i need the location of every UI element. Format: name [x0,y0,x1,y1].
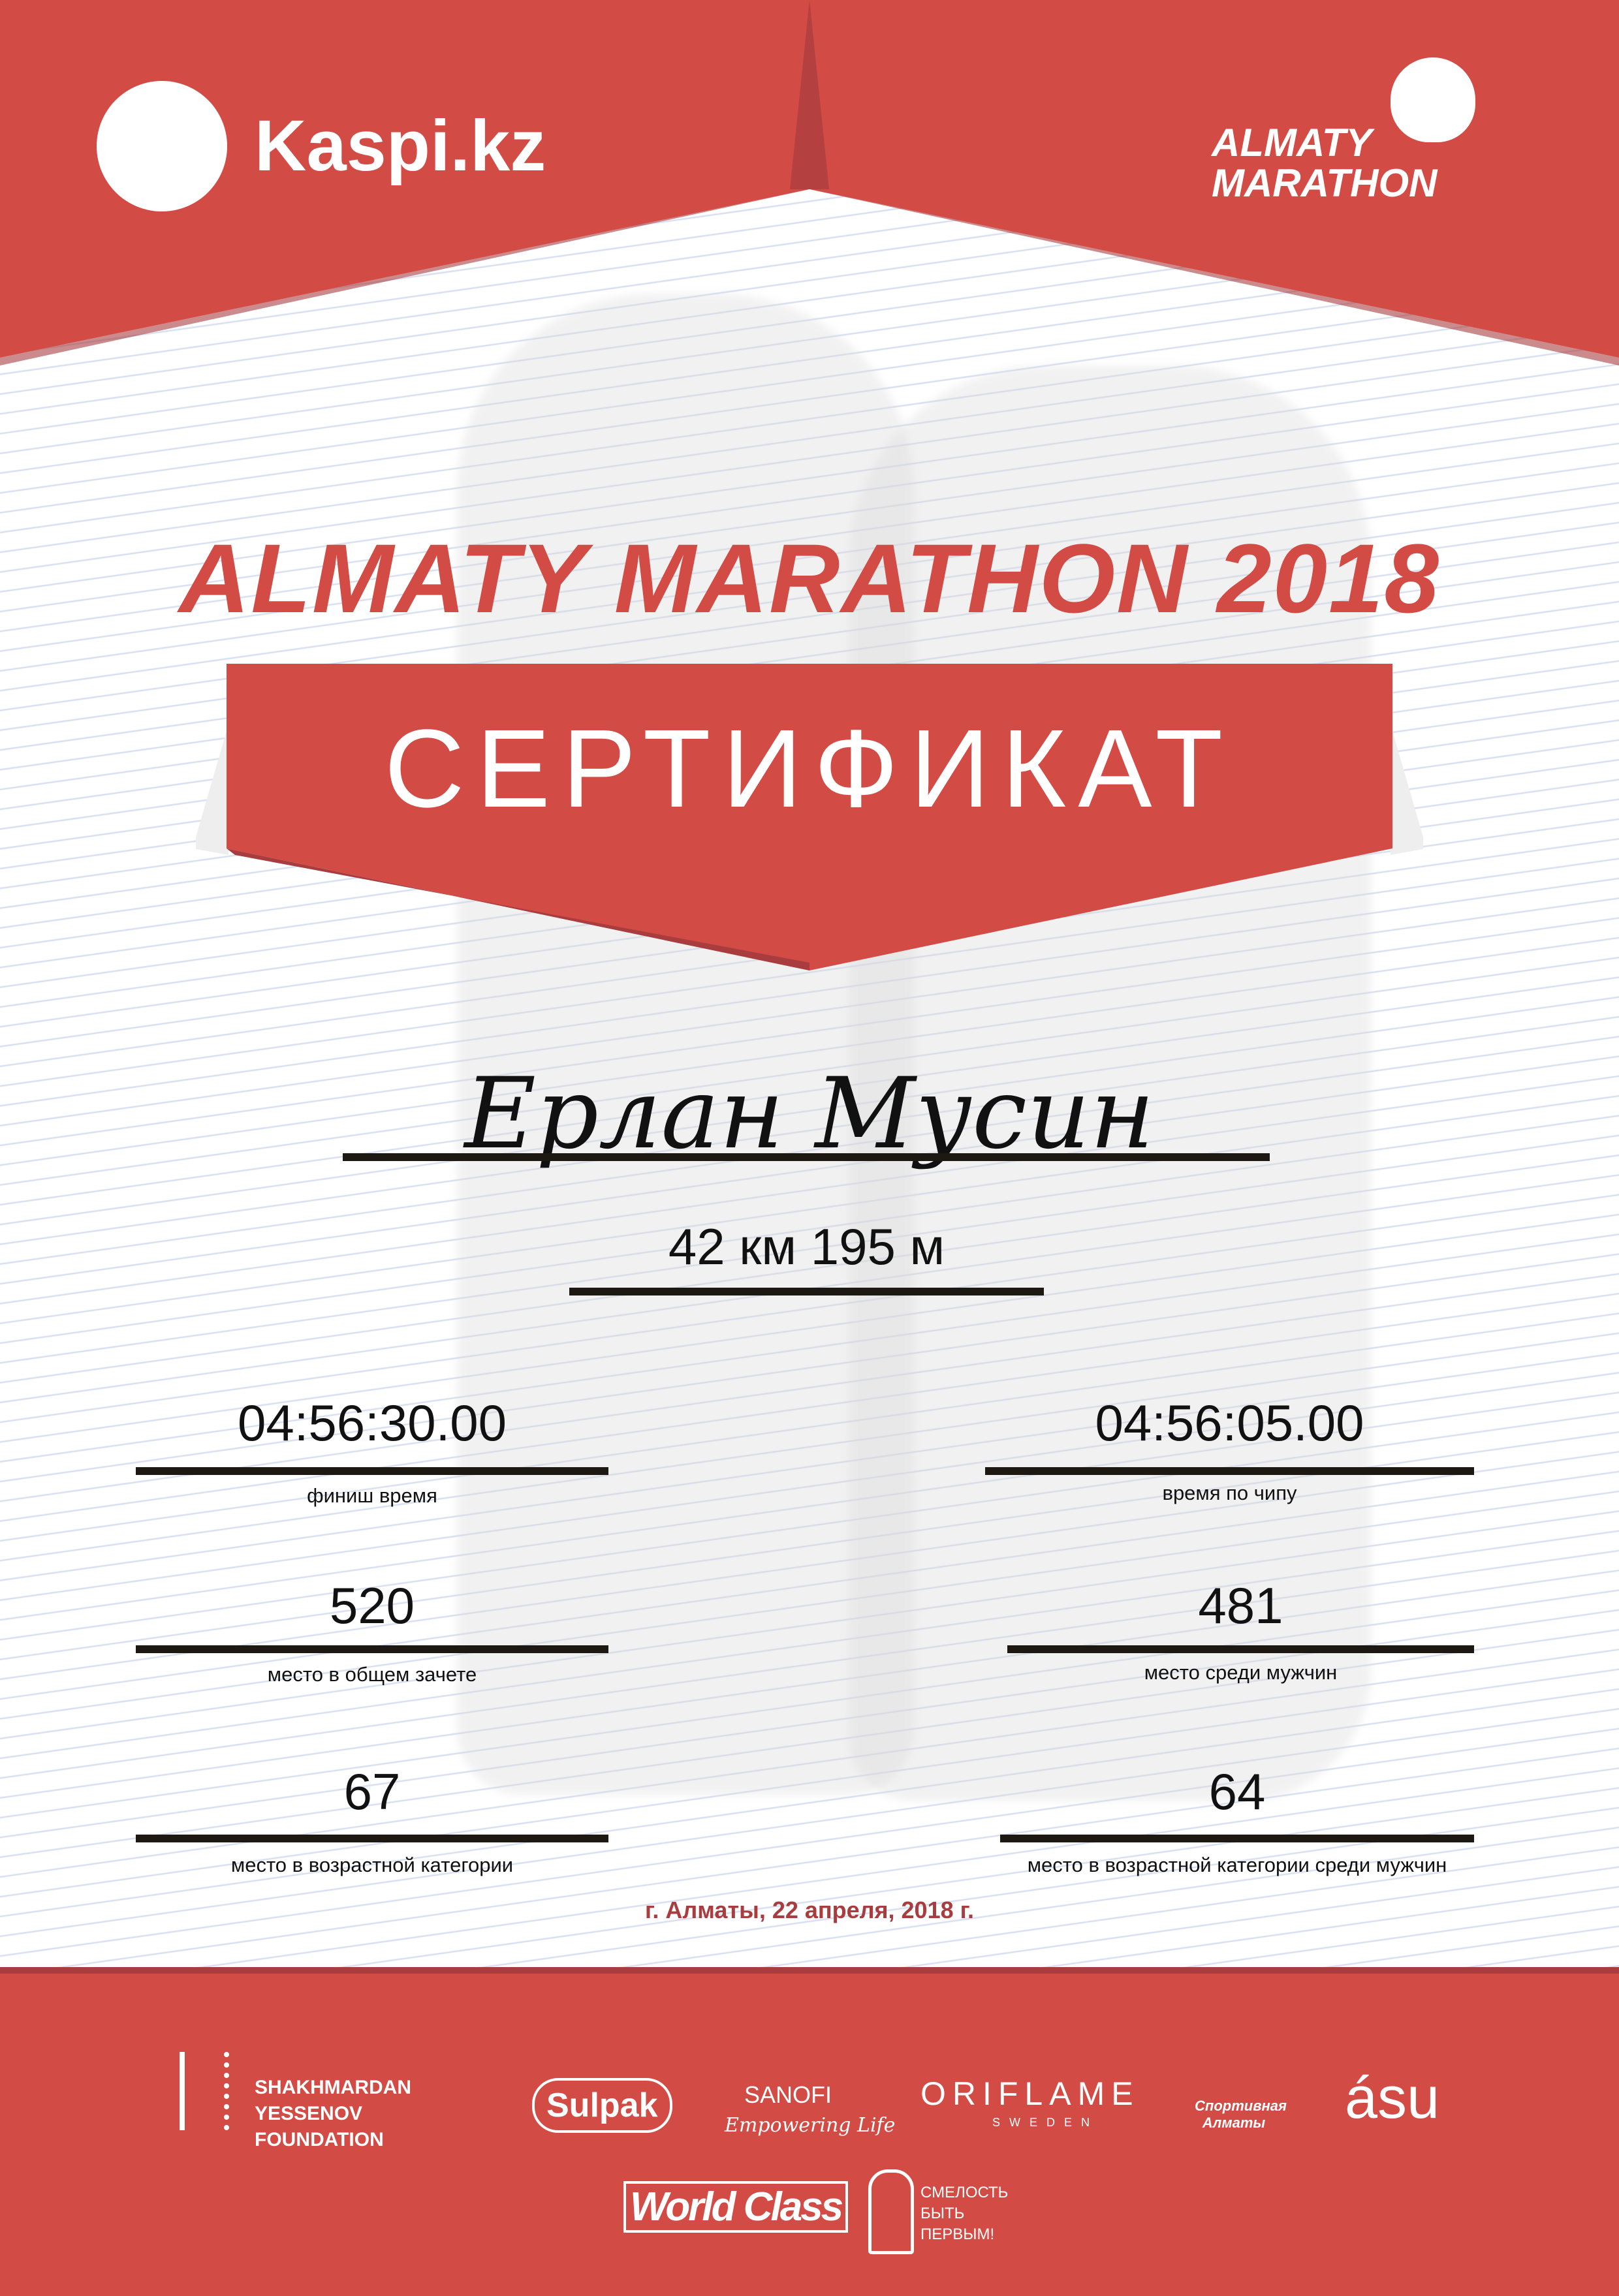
oriflame-sub: SWEDEN [992,2116,1099,2129]
issue-date: г. Алматы, 22 апреля, 2018 г. [645,1897,974,1923]
certificate-banner: СЕРТИФИКАТ [196,659,1423,985]
finish-time-label: финиш время [307,1484,437,1507]
yessenov-logo [180,2052,229,2130]
runner-photo-man [457,294,914,1795]
runner-icon [1391,57,1475,142]
age-category-place-label: место в возрастной категории [230,1854,514,1876]
kaspi-logo: Kaspi.kz [255,106,546,186]
name-underline [343,1153,1270,1161]
asu-logo: ásu [1345,2066,1440,2131]
almaty-marathon-logo-text: ALMATY MARATHON [1212,121,1438,205]
age-category-men-place: 64 [1208,1763,1266,1820]
chip-time: 04:56:05.00 [1095,1394,1364,1451]
sanofi-logo: SANOFI [744,2081,832,2108]
sulpak-logo: Sulpak [532,2078,672,2133]
divider [1000,1835,1474,1842]
courage-fund-logo: СМЕЛОСТЬ БЫТЬ ПЕРВЫМ! [920,2184,1009,2243]
participant-name: Ерлан Мусин [464,1057,1155,1171]
certificate-heading: СЕРТИФИКАТ [384,707,1235,831]
overall-place-label: место в общем зачете [267,1663,477,1686]
chip-time-label: время по чипу [1162,1482,1297,1504]
header-band [0,0,1619,365]
distance-underline [569,1288,1044,1295]
runner-photo-woman [849,365,1371,1801]
finish-time: 04:56:30.00 [237,1394,507,1451]
divider [1007,1645,1474,1653]
divider [136,1835,608,1842]
age-category-place: 67 [343,1763,401,1820]
sponsors-footer: SHAKHMARDAN YESSENOV FOUNDATION Sulpak S… [0,1967,1619,2296]
distance: 42 км 195 м [668,1218,945,1275]
sanofi-tagline: Empowering Life [725,2114,896,2137]
yessenov-foundation-logo: SHAKHMARDAN YESSENOV FOUNDATION [255,2077,411,2150]
kaspi-logo-icon [97,81,227,211]
overall-place: 520 [329,1577,415,1634]
men-place-label: место среди мужчин [1144,1661,1338,1684]
divider [136,1467,608,1475]
oriflame-logo: ORIFLAME [920,2075,1140,2112]
age-category-men-place-label: место в возрастной категории среди мужчи… [1027,1854,1447,1876]
divider [136,1645,608,1653]
event-title: ALMATY MARATHON 2018 [179,523,1440,633]
divider [985,1467,1474,1475]
worldclass-logo: World Class [623,2181,849,2233]
almaty-marathon-logo: ALMATY MARATHON [1208,57,1475,214]
courage-fund-icon [868,2169,914,2254]
men-place: 481 [1198,1577,1283,1634]
sport-almaty-logo: Спортивная Алматы [1195,2098,1287,2131]
